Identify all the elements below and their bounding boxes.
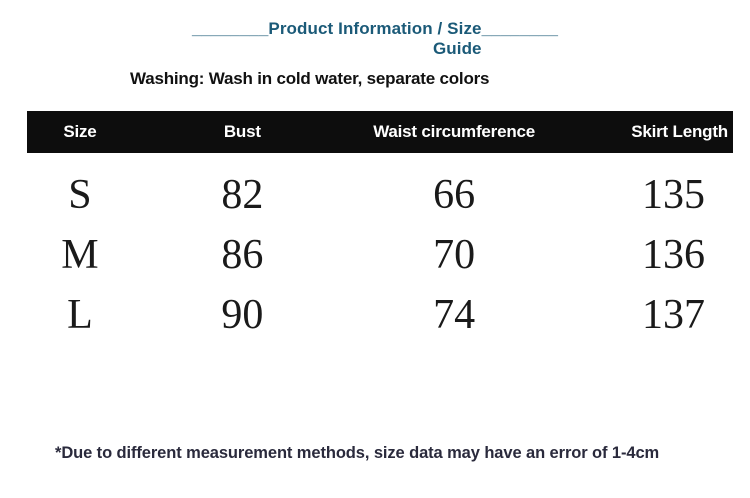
column-header-skirt-length: Skirt Length [631, 122, 728, 141]
table-row-s: S 82 66 135 [27, 165, 733, 225]
title-line-2: Guide [432, 39, 482, 58]
title-text: Product Information / Size Guide [268, 19, 481, 59]
size-cell: M [61, 232, 99, 278]
table-row-m: M 86 70 136 [27, 225, 733, 285]
measurement-disclaimer: *Due to different measurement methods, s… [55, 444, 660, 462]
title-underscore-right: ________ [481, 19, 559, 38]
title-underscore-left: ________ [191, 19, 269, 38]
bust-cell: 90 [221, 292, 264, 338]
waist-cell: 74 [433, 292, 476, 338]
table-body: S 82 66 135 M 86 70 136 L 90 74 137 [27, 165, 733, 345]
waist-cell: 66 [433, 172, 476, 218]
size-cell: S [68, 172, 92, 218]
size-cell: L [67, 292, 93, 338]
column-header-waist: Waist circumference [373, 122, 536, 141]
table-header-row: Size Bust Waist circumference Skirt Leng… [27, 111, 733, 153]
title-line-1: Product Information / Size [268, 19, 482, 38]
bust-cell: 86 [221, 232, 264, 278]
washing-note: Washing: Wash in cold water, separate co… [130, 69, 490, 88]
skirt-length-cell: 137 [641, 292, 705, 338]
column-header-bust: Bust [223, 122, 261, 141]
skirt-length-cell: 136 [641, 232, 705, 278]
skirt-length-cell: 135 [641, 172, 705, 218]
column-header-size: Size [63, 122, 97, 141]
size-guide-table: Size Bust Waist circumference Skirt Leng… [27, 111, 733, 345]
table-row-l: L 90 74 137 [27, 285, 733, 345]
waist-cell: 70 [433, 232, 476, 278]
bust-cell: 82 [221, 172, 264, 218]
page-title: ________ Product Information / Size Guid… [0, 19, 750, 59]
